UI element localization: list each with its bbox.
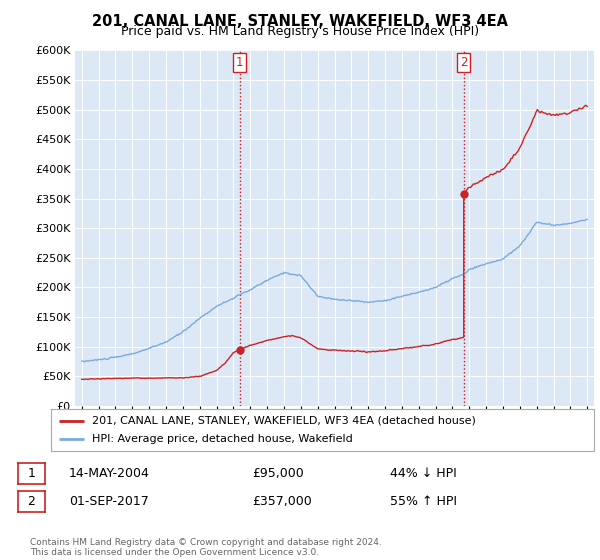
Text: 01-SEP-2017: 01-SEP-2017 bbox=[69, 494, 149, 508]
Text: 2: 2 bbox=[460, 56, 467, 69]
Text: 1: 1 bbox=[236, 56, 244, 69]
Text: 201, CANAL LANE, STANLEY, WAKEFIELD, WF3 4EA (detached house): 201, CANAL LANE, STANLEY, WAKEFIELD, WF3… bbox=[92, 416, 476, 426]
Text: £357,000: £357,000 bbox=[252, 494, 312, 508]
Text: 44% ↓ HPI: 44% ↓ HPI bbox=[390, 466, 457, 480]
Text: 14-MAY-2004: 14-MAY-2004 bbox=[69, 466, 150, 480]
Text: 201, CANAL LANE, STANLEY, WAKEFIELD, WF3 4EA: 201, CANAL LANE, STANLEY, WAKEFIELD, WF3… bbox=[92, 14, 508, 29]
Text: 2: 2 bbox=[28, 494, 35, 508]
Text: 55% ↑ HPI: 55% ↑ HPI bbox=[390, 494, 457, 508]
Text: HPI: Average price, detached house, Wakefield: HPI: Average price, detached house, Wake… bbox=[92, 434, 352, 444]
Text: Contains HM Land Registry data © Crown copyright and database right 2024.
This d: Contains HM Land Registry data © Crown c… bbox=[30, 538, 382, 557]
Text: £95,000: £95,000 bbox=[252, 466, 304, 480]
Text: 1: 1 bbox=[28, 466, 35, 480]
Text: Price paid vs. HM Land Registry's House Price Index (HPI): Price paid vs. HM Land Registry's House … bbox=[121, 25, 479, 38]
